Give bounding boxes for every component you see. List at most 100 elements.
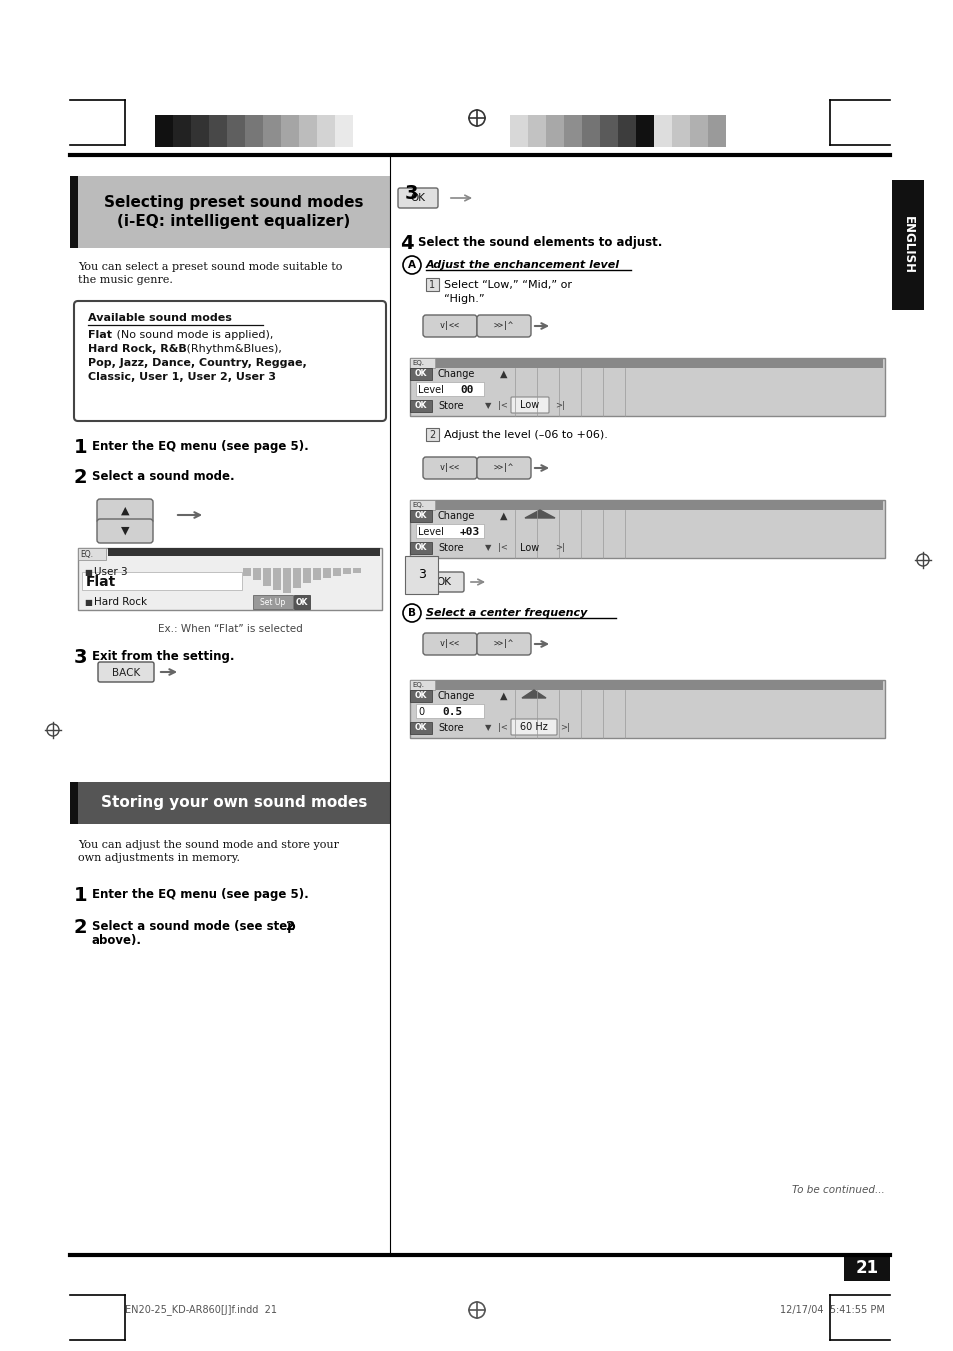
Text: 3: 3 [74, 648, 88, 667]
Bar [78, 549, 106, 561]
Bar [78, 176, 390, 249]
Bar [263, 567, 271, 586]
Text: above).: above). [91, 934, 142, 947]
Text: Enter the EQ menu (see page 5).: Enter the EQ menu (see page 5). [91, 440, 309, 453]
Bar [545, 115, 563, 147]
Bar [70, 176, 78, 249]
Text: Store: Store [437, 401, 463, 411]
Text: OK: OK [415, 512, 427, 520]
Text: OK: OK [436, 577, 451, 586]
Bar [323, 567, 331, 578]
Text: Change: Change [437, 369, 475, 380]
Bar [281, 115, 298, 147]
Text: v|<<: v|<< [439, 322, 459, 331]
FancyBboxPatch shape [422, 315, 476, 336]
Text: EQ.: EQ. [412, 682, 423, 689]
Text: 3: 3 [417, 567, 425, 581]
Bar [253, 594, 293, 609]
Bar [416, 524, 483, 538]
Bar [191, 115, 209, 147]
Text: 60 Hz: 60 Hz [519, 721, 547, 732]
Text: ▼: ▼ [121, 526, 129, 536]
Text: v|<<: v|<< [439, 463, 459, 473]
Text: 0: 0 [417, 707, 424, 717]
Text: Available sound modes: Available sound modes [88, 313, 232, 323]
Text: Hard Rock, R&B: Hard Rock, R&B [88, 345, 187, 354]
Text: Change: Change [437, 690, 475, 701]
Bar [313, 567, 320, 580]
Bar [410, 542, 432, 554]
Text: Adjust the level (–06 to +06).: Adjust the level (–06 to +06). [443, 430, 607, 440]
Text: +03: +03 [459, 527, 479, 536]
Text: OK: OK [410, 193, 425, 203]
Bar [426, 428, 438, 440]
Bar [891, 180, 923, 309]
Text: OK: OK [415, 401, 427, 411]
Bar [316, 115, 335, 147]
Bar [410, 680, 435, 690]
Text: >>|^: >>|^ [494, 463, 514, 473]
Text: 1: 1 [74, 438, 88, 457]
Text: You can adjust the sound mode and store your
own adjustments in memory.: You can adjust the sound mode and store … [78, 840, 338, 863]
Text: You can select a preset sound mode suitable to
the music genre.: You can select a preset sound mode suita… [78, 262, 342, 285]
Text: EQ.: EQ. [80, 550, 92, 558]
Bar [303, 567, 311, 584]
Bar [436, 358, 882, 367]
Text: 2: 2 [74, 917, 88, 938]
Text: ▼: ▼ [484, 401, 491, 411]
Text: 1: 1 [429, 280, 436, 290]
Bar [436, 680, 882, 690]
FancyBboxPatch shape [397, 188, 437, 208]
Bar [636, 115, 654, 147]
Text: Classic, User 1, User 2, User 3: Classic, User 1, User 2, User 3 [88, 372, 275, 382]
Text: >|: >| [555, 401, 564, 411]
Text: OK: OK [415, 724, 427, 732]
Polygon shape [521, 690, 545, 698]
Bar [78, 782, 390, 824]
Bar [843, 1255, 889, 1281]
Text: 21: 21 [855, 1259, 878, 1277]
Bar [209, 115, 227, 147]
Text: OK: OK [415, 370, 427, 378]
Bar [410, 358, 884, 416]
Bar [78, 549, 381, 611]
Text: |<: |< [497, 543, 507, 553]
Text: 2: 2 [429, 430, 436, 440]
Text: Selecting preset sound modes
(i-EQ: intelligent equalizer): Selecting preset sound modes (i-EQ: inte… [104, 195, 363, 230]
Bar [671, 115, 689, 147]
Text: ENGLISH: ENGLISH [901, 216, 914, 274]
Bar [416, 382, 483, 396]
Bar [227, 115, 245, 147]
Bar [410, 358, 435, 367]
Text: Select the sound elements to adjust.: Select the sound elements to adjust. [417, 236, 661, 249]
Text: “High.”: “High.” [443, 295, 484, 304]
Bar [410, 509, 432, 521]
Bar [654, 115, 671, 147]
Text: EQ.: EQ. [412, 361, 423, 366]
Text: Select “Low,” “Mid,” or: Select “Low,” “Mid,” or [443, 280, 572, 290]
Text: Enter the EQ menu (see page 5).: Enter the EQ menu (see page 5). [91, 888, 309, 901]
Text: 12/17/04  5:41:55 PM: 12/17/04 5:41:55 PM [780, 1305, 884, 1315]
Text: 00: 00 [459, 385, 473, 394]
Text: Select a sound mode (see step: Select a sound mode (see step [91, 920, 299, 934]
FancyBboxPatch shape [422, 634, 476, 655]
Bar [298, 115, 316, 147]
Text: Change: Change [437, 511, 475, 521]
Bar [410, 680, 884, 738]
Bar [253, 567, 261, 580]
Bar [416, 704, 483, 717]
FancyBboxPatch shape [74, 301, 386, 422]
Bar [436, 500, 882, 509]
Text: v|<<: v|<< [439, 639, 459, 648]
Bar [154, 115, 172, 147]
Bar [426, 278, 438, 290]
Bar [263, 115, 281, 147]
FancyBboxPatch shape [98, 662, 153, 682]
Bar [343, 567, 351, 574]
Bar [510, 115, 527, 147]
FancyBboxPatch shape [476, 457, 531, 480]
Text: ■: ■ [84, 597, 91, 607]
Bar [108, 549, 379, 557]
Text: 1: 1 [74, 886, 88, 905]
Bar [335, 115, 353, 147]
